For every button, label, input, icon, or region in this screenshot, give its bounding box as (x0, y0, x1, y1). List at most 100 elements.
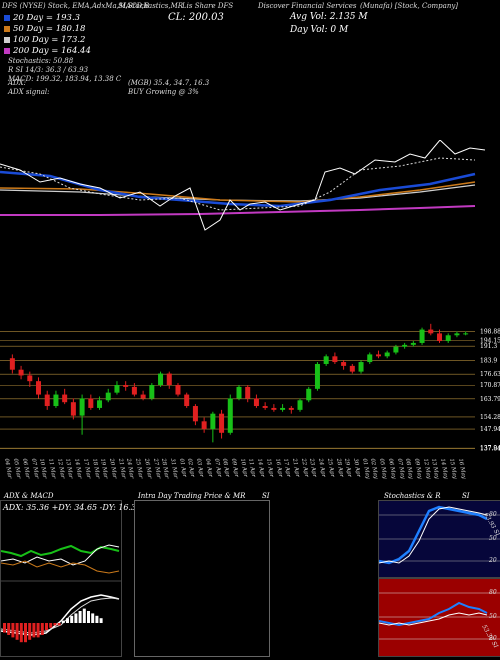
macd-histogram-bar (45, 623, 48, 631)
candle-body (314, 363, 320, 389)
candle-body (236, 386, 242, 399)
macd-line (1, 594, 120, 636)
rsi-plot (379, 592, 500, 640)
candle-body (436, 333, 442, 342)
macd-histogram (3, 608, 103, 643)
candle-body (332, 356, 338, 363)
candle-body (454, 333, 460, 336)
date-label: 04 Mar (3, 458, 13, 480)
date-label: 17 Apr (282, 458, 292, 478)
date-label: 25 Apr (325, 458, 336, 478)
legend-row-50: 50 Day = 180.18 (4, 23, 91, 34)
date-label: 14 Mar (73, 458, 83, 480)
macd-histogram-bar (70, 615, 74, 623)
company-line: Discover Financial Services (258, 2, 357, 10)
macd-histogram-bar (15, 623, 19, 640)
date-label: 15 May (448, 458, 458, 480)
date-label: 04 Apr (203, 458, 214, 478)
date-label: 05 Mar (12, 458, 22, 480)
rsi-level-20: 20 (489, 635, 497, 642)
legend-label: 200 Day = 164.44 (13, 45, 91, 56)
candle-body (18, 369, 24, 376)
candle-body (375, 354, 381, 357)
candle-body (323, 356, 329, 364)
price-axis-label: 198.88 (480, 329, 500, 336)
legend-swatch (4, 14, 10, 21)
candle-body (428, 329, 434, 334)
moving-average-legend: 20 Day = 193.3 50 Day = 180.18 100 Day =… (4, 12, 91, 56)
moving-average-chart (0, 140, 486, 231)
macd-histogram-bar (82, 608, 86, 623)
macd-histogram-bar (40, 623, 44, 635)
legend-swatch (4, 36, 10, 43)
date-label: 06 May (386, 458, 397, 480)
candle-body (36, 381, 42, 395)
si-readout: R SI 14/3: 36.3 / 63.93 (8, 66, 89, 74)
date-label: 17 Mar (81, 458, 92, 480)
date-axis: 04 Mar 05 Mar 06 Mar 07 Mar 10 Mar 11 Mar 12 M… (0, 458, 500, 482)
candle-body (297, 400, 303, 410)
candle-body (288, 407, 294, 410)
source-line: (Munafa) [Stock, Company] (360, 2, 459, 10)
macd-histogram-bar (3, 623, 6, 633)
date-label: 19 Mar (99, 458, 109, 480)
macd-histogram-bar (49, 623, 53, 628)
candle-body (79, 398, 85, 416)
legend-row-100: 100 Day = 173.2 (4, 34, 91, 45)
date-label: 11 Apr (247, 458, 257, 478)
legend-label: 20 Day = 193.3 (13, 12, 81, 23)
candle-body (62, 394, 68, 403)
candle-body (27, 375, 33, 382)
macd-histogram-bar (87, 611, 90, 623)
candle-body (149, 385, 155, 399)
candle-body (384, 352, 390, 357)
date-label: 29 Apr (343, 458, 353, 478)
rsi-level-80: 80 (489, 589, 497, 596)
adx-panel-readout: ADX: 35.36 +DY: 34.65 -DY: 16.35 (3, 503, 142, 512)
legend-row-20: 20 Day = 193.3 (4, 12, 91, 23)
macd-histogram-bar (28, 623, 32, 640)
candle-body (114, 385, 120, 393)
candle-body (410, 342, 416, 345)
price-axis-label: 147.94 (480, 426, 500, 433)
candle-body (166, 373, 172, 385)
avg-volume: Avg Vol: 2.135 M (290, 12, 368, 22)
macd-histogram-bar (91, 613, 95, 623)
price-axis-label: 191.3 (480, 343, 497, 350)
macd-histogram-bar (7, 623, 11, 635)
adx-value: (MGB) 35.4, 34.7, 16.3 (128, 79, 210, 87)
date-label: 24 Apr (317, 458, 327, 478)
symbol-line: Lis Share DFS (182, 2, 234, 10)
macd-readout: MACD: 199.32, 183.94, 13.38 C (8, 75, 122, 83)
date-label: 08 Apr (221, 458, 231, 478)
price-axis-label: 176.63 (480, 371, 500, 378)
candle-body (463, 333, 469, 335)
stochastics-plot (379, 505, 500, 565)
date-label: 30 Apr (352, 458, 362, 478)
date-label: 10 Mar (38, 458, 48, 480)
candle-body (219, 413, 225, 433)
stoch-title: Stochastics & R (384, 492, 441, 500)
macd-histogram-bar (99, 618, 103, 623)
date-label: 15 Apr (264, 458, 275, 478)
price-line (0, 140, 486, 231)
macd-histogram-bar (57, 623, 61, 626)
macd-histogram-bar (74, 613, 78, 623)
rsi-line (379, 601, 488, 627)
date-label: 14 May (439, 458, 449, 480)
candle-body (271, 407, 277, 410)
candle-body (53, 394, 59, 407)
date-label: 28 Mar (160, 458, 170, 480)
date-label: 06 Mar (20, 458, 31, 480)
candle-body (367, 354, 373, 363)
price-axis-label: 137.94 (480, 445, 500, 452)
ema-dotted-line (0, 157, 476, 211)
macd-histogram-bar (24, 623, 27, 643)
candle-body (341, 362, 347, 366)
candle-body (227, 398, 233, 433)
candle-body (358, 362, 364, 372)
stoch-level-80: 80 (489, 511, 497, 518)
candle-body (445, 335, 451, 342)
date-label: 09 May (413, 458, 423, 480)
